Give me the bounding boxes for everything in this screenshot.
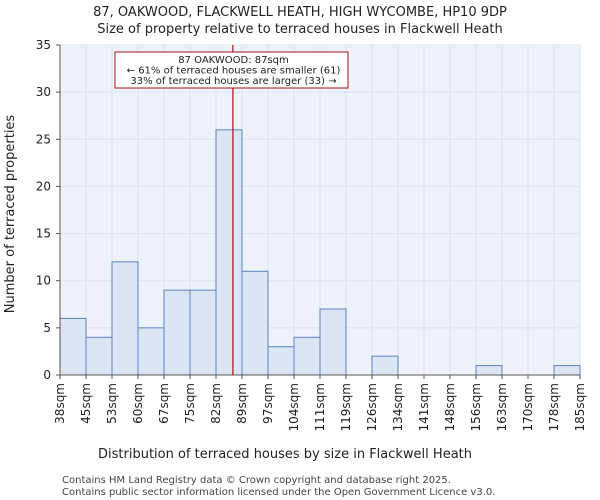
x-tick-label: 111sqm: [313, 383, 327, 431]
x-tick-label: 75sqm: [183, 383, 197, 424]
property-marker: 87 OAKWOOD: 87sqm← 61% of terraced house…: [114, 45, 349, 375]
bar: [553, 365, 581, 376]
x-tick-label: 60sqm: [131, 383, 145, 424]
x-tick-label: 141sqm: [417, 383, 431, 431]
chart-subtitle: Size of property relative to terraced ho…: [97, 22, 503, 37]
bars: [59, 129, 581, 376]
bar: [111, 261, 139, 376]
annotation-box: [114, 51, 349, 89]
bar: [85, 336, 113, 376]
bar: [215, 129, 243, 376]
x-tick-label: 170sqm: [521, 383, 535, 431]
y-tick-label: 0: [43, 368, 51, 382]
annotation-line: ← 61% of terraced houses are smaller (61…: [127, 66, 341, 77]
bar: [319, 308, 347, 376]
x-tick-label: 67sqm: [157, 383, 171, 424]
x-tick-label: 156sqm: [469, 383, 483, 431]
bar: [293, 336, 321, 376]
y-tick-label: 5: [43, 321, 51, 335]
y-tick-label: 10: [36, 274, 51, 288]
x-axis-label: Distribution of terraced houses by size …: [98, 447, 472, 462]
bar: [371, 355, 399, 376]
y-tick-label: 25: [36, 132, 51, 146]
x-tick-label: 178sqm: [547, 383, 561, 431]
x-tick-label: 38sqm: [53, 383, 67, 424]
bar: [475, 365, 503, 376]
y-tick-label: 30: [36, 85, 51, 99]
x-tick-label: 185sqm: [573, 383, 587, 431]
x-tick-label: 89sqm: [235, 383, 249, 424]
bar: [241, 270, 269, 376]
x-tick-label: 82sqm: [209, 383, 223, 424]
x-tick-label: 104sqm: [287, 383, 301, 431]
annotation-line: 33% of terraced houses are larger (33) →: [130, 76, 336, 87]
y-axis-ticks: 0 5 10 15 20 25 30 35: [36, 38, 61, 382]
x-tick-label: 45sqm: [79, 383, 93, 424]
x-tick-label: 134sqm: [391, 383, 405, 431]
x-tick-label: 148sqm: [443, 383, 457, 431]
y-tick-label: 20: [36, 179, 51, 193]
annotation-line: 87 OAKWOOD: 87sqm: [178, 55, 289, 66]
y-tick-label: 35: [36, 38, 51, 52]
bar: [189, 289, 217, 376]
x-tick-label: 126sqm: [365, 383, 379, 431]
footer-line-1: Contains HM Land Registry data © Crown c…: [62, 475, 451, 486]
x-axis-ticks: 38sqm 45sqm 53sqm 60sqm 67sqm 75sqm 82sqm 89sqm…: [53, 374, 587, 431]
chart-title: 87, OAKWOOD, FLACKWELL HEATH, HIGH WYCOM…: [93, 5, 507, 20]
bar: [267, 346, 295, 376]
bar: [137, 327, 165, 376]
footer-line-2: Contains public sector information licen…: [62, 487, 495, 498]
bar: [163, 289, 191, 376]
x-tick-label: 163sqm: [495, 383, 509, 431]
x-tick-label: 53sqm: [105, 383, 119, 424]
x-tick-label: 119sqm: [339, 383, 353, 431]
y-tick-label: 15: [36, 227, 51, 241]
x-tick-label: 97sqm: [261, 383, 275, 424]
y-axis-label: Number of terraced properties: [3, 115, 18, 314]
bar: [59, 317, 87, 376]
